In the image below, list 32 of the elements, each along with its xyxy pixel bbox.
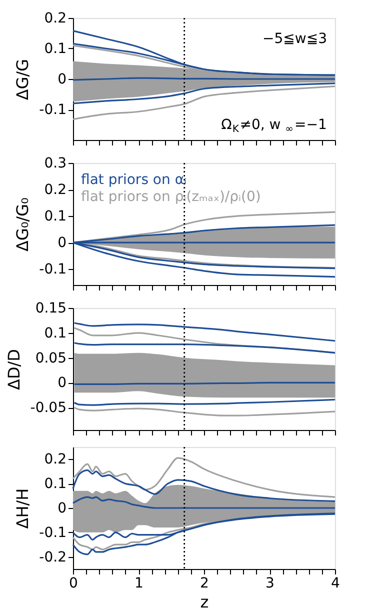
y-tick-label: 0.2 (44, 182, 66, 198)
text: flat priors on αᵢ (81, 172, 187, 188)
y-tick-label: 0.1 (44, 325, 66, 342)
series-label: flat priors on ρᵢ(zₘₐₓ)/ρᵢ(0) (81, 189, 261, 205)
y-axis-title: ΔG₀/G₀ (13, 198, 32, 252)
x-tick-label: 1 (134, 576, 144, 592)
y-tick-label: 0 (58, 500, 66, 516)
y-axis-title: ΔH/H (13, 488, 32, 529)
x-axis-title: z (200, 592, 209, 612)
x-tick-label: 3 (266, 576, 274, 592)
annotation: −5≦w≦3 (262, 31, 327, 47)
y-axis-title: ΔD/D (4, 349, 24, 390)
y-tick-label: -0.1 (39, 102, 66, 118)
y-tick-label: 0.2 (44, 10, 66, 26)
y-tick-label: -0.1 (39, 524, 66, 541)
y-axis-title: ΔG/G (13, 58, 32, 100)
x-tick-label: 4 (331, 576, 340, 592)
y-tick-label: -0.1 (39, 262, 66, 278)
y-tick-label: 0.05 (35, 350, 66, 366)
y-tick-label: 0.1 (44, 208, 66, 225)
x-tick-label: 2 (200, 576, 209, 592)
y-tick-label: 0 (58, 375, 66, 392)
y-tick-label: 0 (58, 72, 66, 88)
y-tick-label: 0 (58, 235, 66, 252)
y-tick-label: 0.3 (44, 156, 66, 172)
y-tick-label: 0.1 (44, 476, 66, 492)
y-tick-label: -0.2 (39, 549, 66, 566)
y-tick-label: 0.1 (44, 41, 66, 57)
y-tick-label: 0.2 (44, 452, 66, 468)
y-tick-label: -0.05 (30, 400, 66, 416)
x-tick-label: 0 (69, 576, 78, 592)
y-tick-label: 0.15 (35, 300, 66, 316)
